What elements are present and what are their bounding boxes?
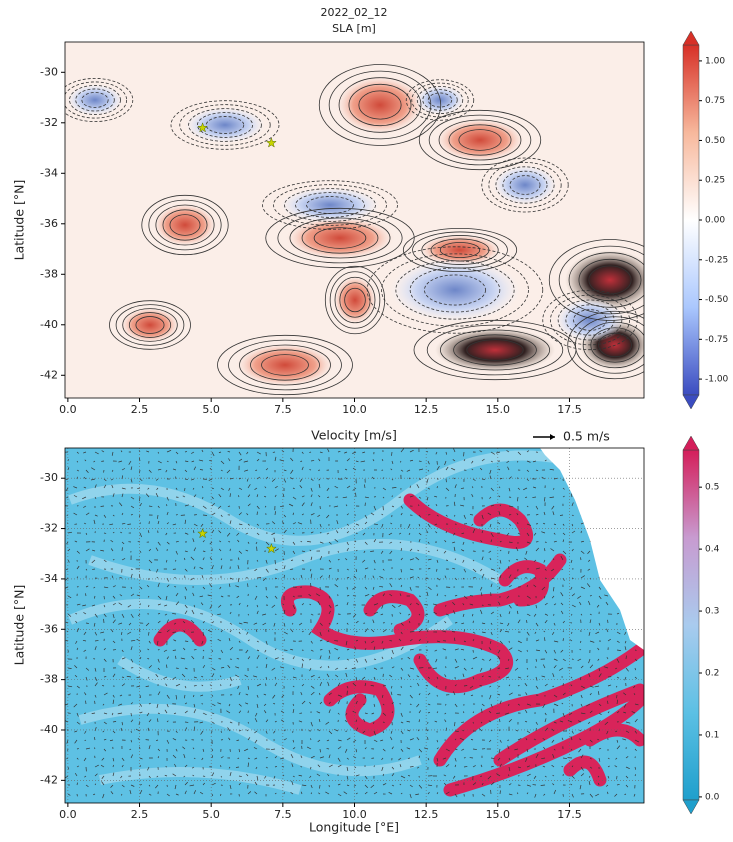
x-tick-label: 0.0 xyxy=(59,403,77,416)
x-tick-label: 7.5 xyxy=(274,808,292,821)
plot-frame xyxy=(64,41,645,399)
x-tick-label: 17.5 xyxy=(557,403,582,416)
y-tick-label: -30 xyxy=(40,65,58,78)
chart-title: Velocity [m/s] xyxy=(311,428,397,443)
star-marker xyxy=(265,542,277,554)
colorbar xyxy=(682,44,700,396)
colorbar-extend xyxy=(682,799,700,815)
y-tick-label: -32 xyxy=(40,116,58,129)
colorbar-tick-label: 0.50 xyxy=(705,136,725,146)
colorbar-tick-label: 0.0 xyxy=(705,792,720,802)
star-marker xyxy=(197,527,209,539)
x-tick-label: 5.0 xyxy=(202,403,220,416)
y-tick-label: -40 xyxy=(40,723,58,736)
y-tick-label: -32 xyxy=(40,522,58,535)
y-tick-label: -38 xyxy=(40,673,58,686)
x-tick-label: 7.5 xyxy=(274,403,292,416)
y-tick-label: -38 xyxy=(40,267,58,280)
quiver-key-label: 0.5 m/s xyxy=(563,429,610,444)
x-tick-label: 10.0 xyxy=(342,403,367,416)
x-tick-label: 10.0 xyxy=(342,808,367,821)
colorbar-tick-label: 0.2 xyxy=(705,669,719,679)
chart-subtitle: SLA [m] xyxy=(332,22,376,35)
y-tick-label: -30 xyxy=(40,471,58,484)
y-axis-label: Latitude [°N] xyxy=(12,180,27,261)
colorbar-tick-label: 1.00 xyxy=(705,56,725,66)
colorbar-tick-label: -1.00 xyxy=(705,375,729,385)
x-tick-label: 5.0 xyxy=(202,808,220,821)
colorbar-extend xyxy=(682,30,700,46)
colorbar-tick-label: 0.1 xyxy=(705,730,719,740)
x-tick-label: 17.5 xyxy=(557,808,582,821)
y-tick-label: -34 xyxy=(40,572,58,585)
colorbar-tick-label: 0.5 xyxy=(705,483,719,493)
colorbar-extend xyxy=(682,394,700,410)
y-tick-label: -40 xyxy=(40,318,58,331)
colorbar-tick-label: 0.00 xyxy=(705,216,725,226)
y-tick-label: -42 xyxy=(40,368,58,381)
x-tick-label: 2.5 xyxy=(131,403,149,416)
sla-field xyxy=(65,42,644,398)
x-tick-label: 0.0 xyxy=(59,808,77,821)
colorbar-tick-label: 0.3 xyxy=(705,607,719,617)
y-tick-label: -36 xyxy=(40,217,58,230)
colorbar-tick-label: 0.25 xyxy=(705,176,725,186)
x-tick-label: 12.5 xyxy=(414,403,439,416)
colorbar-tick-label: 0.75 xyxy=(705,96,725,106)
x-tick-label: 15.0 xyxy=(486,808,511,821)
colorbar xyxy=(682,449,700,801)
star-marker xyxy=(197,122,209,133)
y-axis-label: Latitude [°N] xyxy=(12,585,27,666)
y-tick-label: -42 xyxy=(40,773,58,786)
x-tick-label: 15.0 xyxy=(486,403,511,416)
colorbar-tick-label: -0.25 xyxy=(705,255,728,265)
colorbar-tick-label: 0.4 xyxy=(705,545,720,555)
y-tick-label: -34 xyxy=(40,166,58,179)
x-tick-label: 2.5 xyxy=(131,808,149,821)
x-axis-label: Longitude [°E] xyxy=(309,820,399,835)
colorbar-tick-label: -0.50 xyxy=(705,295,729,305)
velocity-field xyxy=(65,448,644,803)
colorbar-extend xyxy=(682,435,700,451)
plot-frame xyxy=(64,447,645,804)
quiver-key-head xyxy=(550,434,555,440)
colorbar-tick-label: -0.75 xyxy=(705,335,728,345)
x-tick-label: 12.5 xyxy=(414,808,439,821)
chart-title: 2022_02_12 xyxy=(321,6,388,19)
y-tick-label: -36 xyxy=(40,622,58,635)
star-marker xyxy=(265,137,277,148)
